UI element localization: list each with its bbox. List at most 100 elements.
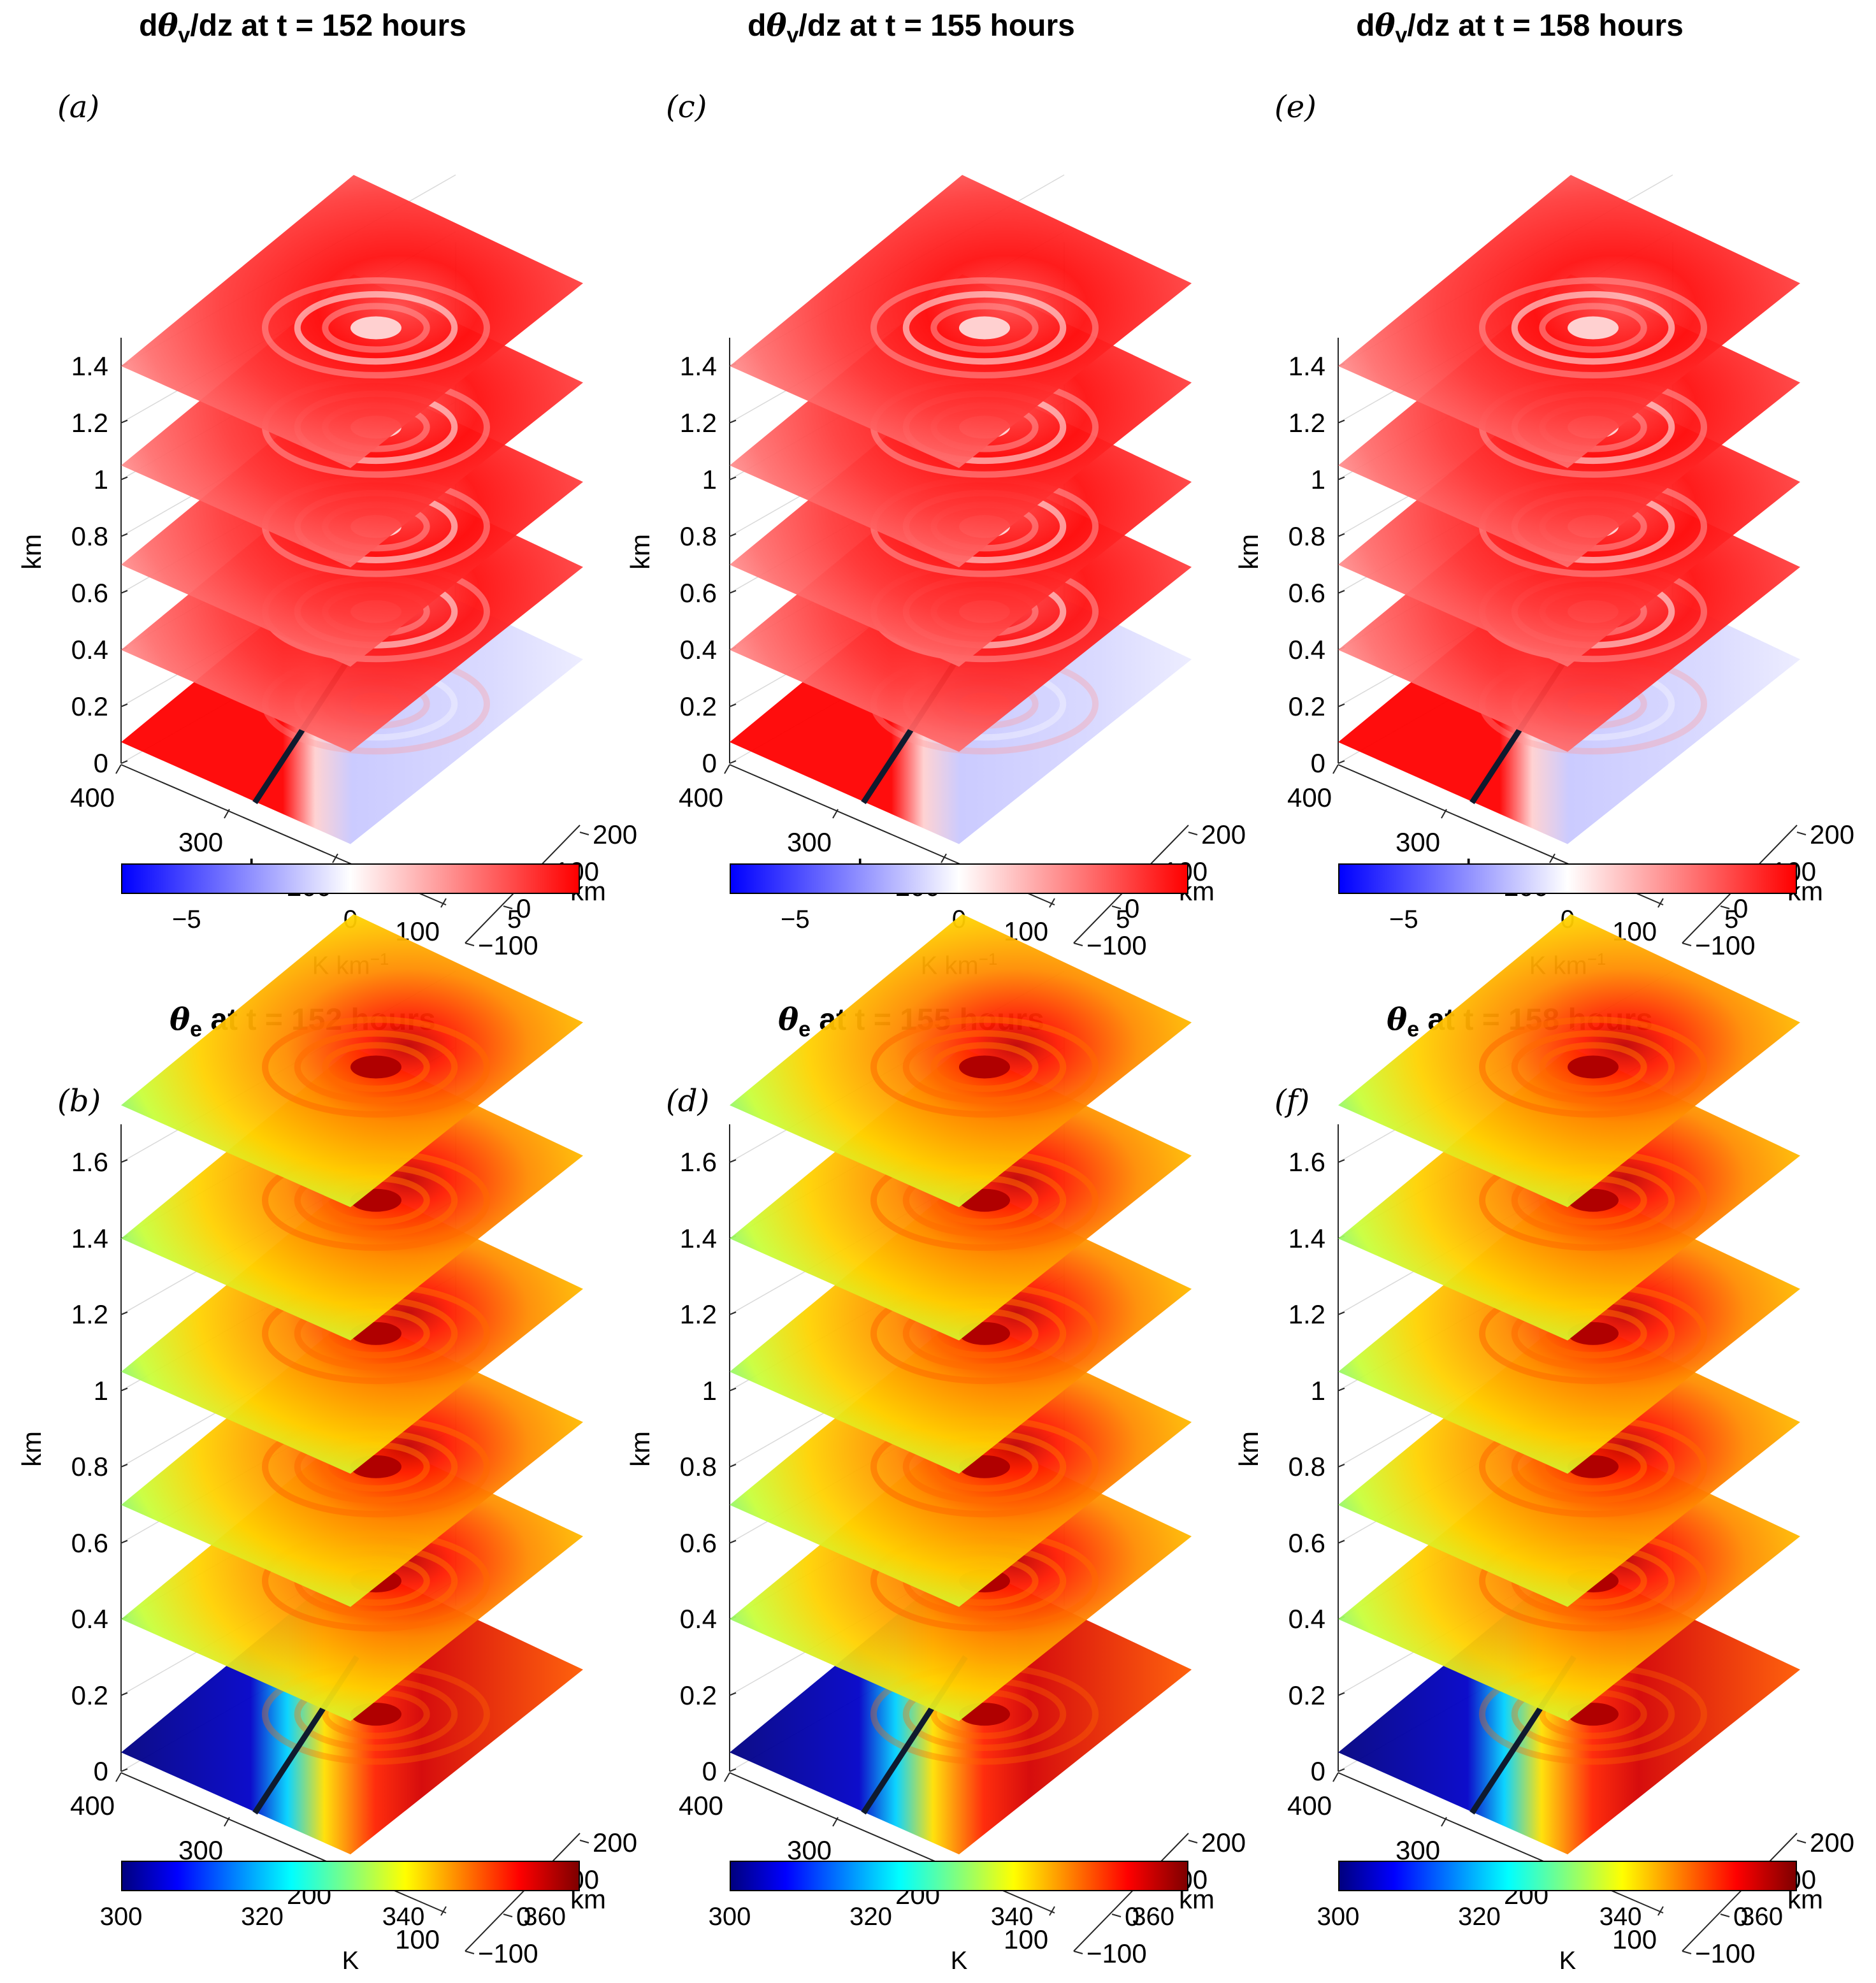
x-tick-mark xyxy=(115,764,122,774)
y-tick-mark xyxy=(1188,1840,1198,1843)
colorbar-tick-label: 300 xyxy=(99,1903,143,1931)
y-tick-mark xyxy=(1720,905,1730,909)
z-tick-mark xyxy=(1338,533,1345,537)
z-tick-label: 0.2 xyxy=(71,691,108,721)
z-tick-label: 0.2 xyxy=(1288,691,1325,721)
vortex-core xyxy=(1568,316,1619,340)
y-tick-label: 0 xyxy=(1125,1901,1140,1931)
x-tick-label: 300 xyxy=(178,827,224,857)
y-tick-mark xyxy=(1073,1951,1083,1954)
title-symbol: θ xyxy=(1375,8,1396,43)
z-tick-mark xyxy=(729,703,737,707)
plot-area xyxy=(115,174,589,946)
z-tick-label: 1.4 xyxy=(71,350,108,381)
colorbar-tick-label: 320 xyxy=(1458,1903,1501,1931)
y-tick-label: 0 xyxy=(516,893,531,923)
vortex-core xyxy=(959,1055,1010,1079)
plane-fill xyxy=(730,914,1192,1208)
x-tick-label: 400 xyxy=(70,782,115,812)
z-tick-label: 0.4 xyxy=(679,1604,717,1634)
z-tick-mark xyxy=(1338,419,1345,424)
vortex-ring xyxy=(1539,303,1647,353)
x-tick-label: 400 xyxy=(1287,782,1332,812)
panel-letter: (d) xyxy=(666,1083,710,1119)
z-tick-label: 0.8 xyxy=(679,521,717,551)
z-tick-label: 0.6 xyxy=(71,577,108,608)
z-tick-mark xyxy=(1338,1464,1345,1467)
vortex-core xyxy=(959,316,1010,340)
z-tick-mark xyxy=(1338,1387,1345,1392)
y-tick-label: −100 xyxy=(478,930,538,960)
title-prefix: d xyxy=(139,9,158,43)
z-tick-label: 0.6 xyxy=(679,577,717,608)
z-tick-label: 0 xyxy=(93,748,108,778)
vortex-ring xyxy=(902,1030,1067,1104)
y-axis-line xyxy=(1682,1833,1798,1952)
colorbar-unit: K xyxy=(950,1947,968,1975)
z-tick-mark xyxy=(120,589,128,594)
x-tick-mark xyxy=(440,898,447,908)
x-tick-mark xyxy=(941,853,947,863)
panel-title: dθv/dz at t = 152 hours xyxy=(0,8,605,48)
y-tick-label: −100 xyxy=(478,1938,538,1968)
z-tick-label: 1.2 xyxy=(1288,407,1325,438)
z-tick-label: 1 xyxy=(702,1375,717,1406)
panel-b: θe at t = 152 hours(b)00.20.40.60.811.21… xyxy=(0,914,637,1982)
z-tick-label: 0.2 xyxy=(71,1680,108,1710)
level-plane xyxy=(121,175,583,468)
x-tick-label: 300 xyxy=(1396,1835,1441,1865)
z-tick-label: 0.4 xyxy=(71,634,108,665)
z-tick-label: 1 xyxy=(93,464,108,494)
z-tick-mark xyxy=(120,1692,128,1696)
colorbar-tick-label: 5 xyxy=(1116,905,1130,934)
colorbar-tick-label: 5 xyxy=(507,905,522,934)
colorbar-tick-label: −5 xyxy=(172,905,201,934)
z-tick-mark xyxy=(120,703,128,707)
z-tick-label: 1.6 xyxy=(679,1147,717,1178)
colorbar-tick-label: 360 xyxy=(523,1903,566,1931)
colorbar-tick-label: 340 xyxy=(382,1903,425,1931)
z-tick-label: 1.2 xyxy=(679,407,717,438)
plane-fill xyxy=(121,914,583,1208)
colorbar xyxy=(121,1861,580,1891)
vortex-ring xyxy=(1511,291,1675,365)
colorbar xyxy=(730,863,1188,894)
z-tick-label: 0.6 xyxy=(1288,577,1325,608)
colorbar-tick-label: 300 xyxy=(708,1903,751,1931)
colorbar-unit: K xyxy=(1559,1947,1577,1975)
plane-fill xyxy=(1338,175,1800,468)
y-tick-mark xyxy=(1682,942,1692,946)
plot-area xyxy=(1332,914,1807,1954)
z-tick-mark xyxy=(120,533,128,537)
z-tick-mark xyxy=(1338,1692,1345,1696)
z-tick-mark xyxy=(729,1768,737,1772)
y-tick-label: −100 xyxy=(1086,930,1147,960)
z-tick-label: 1.6 xyxy=(1288,1147,1325,1178)
z-tick-label: 1 xyxy=(93,1375,108,1406)
y-tick-label: 200 xyxy=(593,819,638,849)
plane-fill xyxy=(1338,914,1800,1208)
x-tick-mark xyxy=(1441,1817,1447,1827)
x-tick-label: 100 xyxy=(395,1924,440,1954)
title-suffix: /dz at t = 152 hours xyxy=(190,9,466,43)
x-tick-mark xyxy=(440,1906,447,1916)
vortex-ring xyxy=(294,291,458,365)
panel-letter: (e) xyxy=(1274,89,1317,125)
vortex-core xyxy=(350,316,401,340)
z-tick-label: 0.8 xyxy=(679,1452,717,1482)
z-tick-label: 0.4 xyxy=(1288,634,1325,665)
x-tick-mark xyxy=(1549,853,1555,863)
y-tick-mark xyxy=(503,1914,513,1917)
x-tick-label: 400 xyxy=(1287,1791,1332,1821)
z-tick-label: 0.2 xyxy=(679,1680,717,1710)
x-tick-mark xyxy=(1332,764,1339,774)
panel-letter: (c) xyxy=(666,89,707,125)
z-tick-label: 0.8 xyxy=(1288,1452,1325,1482)
y-tick-label: −100 xyxy=(1695,930,1756,960)
vortex-ring xyxy=(930,1042,1039,1092)
colorbar-tick-label: 340 xyxy=(1599,1903,1642,1931)
x-tick-mark xyxy=(224,809,230,819)
z-tick-mark xyxy=(1338,1768,1345,1772)
z-tick-mark xyxy=(729,1159,737,1164)
z-tick-mark xyxy=(120,1464,128,1467)
